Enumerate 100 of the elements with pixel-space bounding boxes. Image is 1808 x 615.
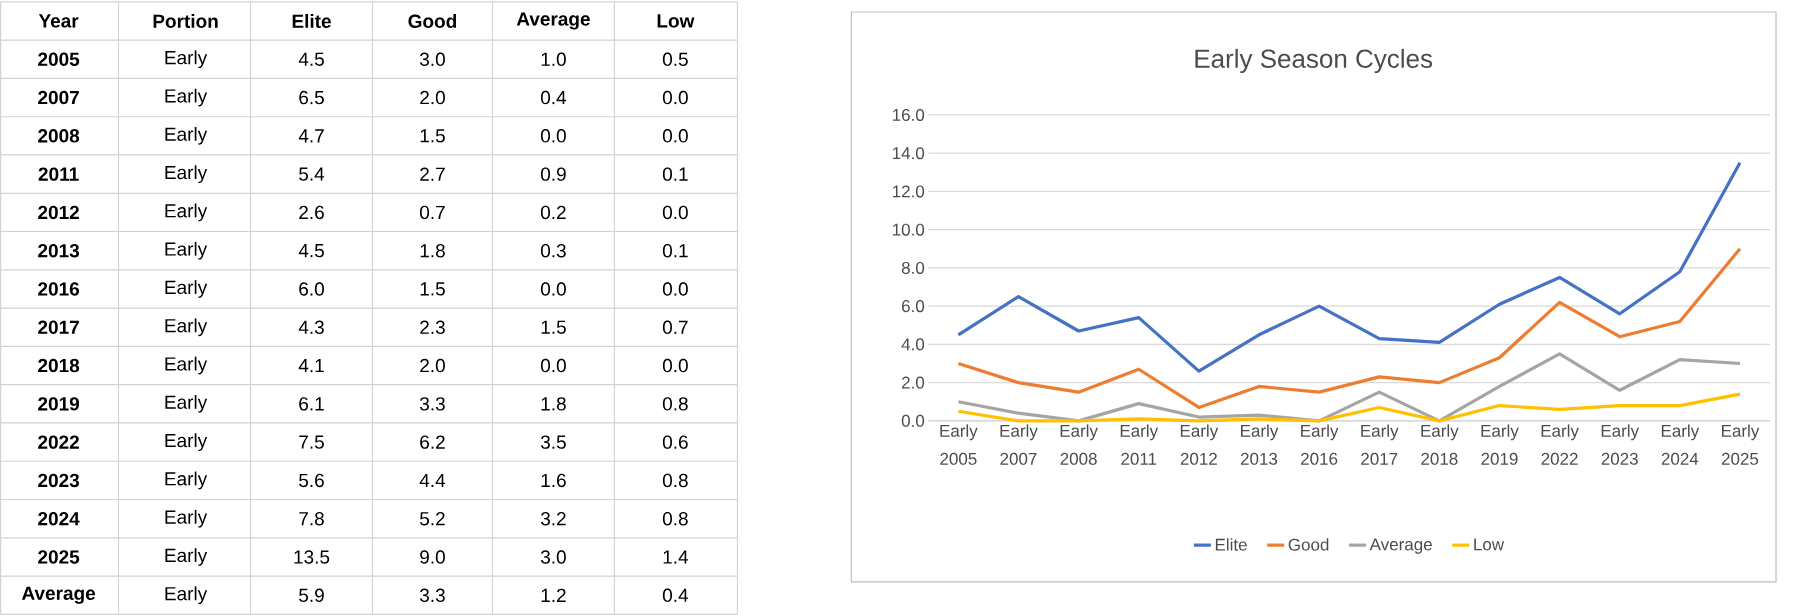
text: 0.4 <box>540 90 567 105</box>
text: 1.8 <box>541 397 566 411</box>
x-tick-label: 2022 <box>1541 452 1578 465</box>
text: 4.4 <box>419 473 446 487</box>
y-tick-label: 2.0 <box>902 376 925 389</box>
text: Early <box>1180 424 1219 441</box>
x-tick-label: 2023 <box>1601 452 1638 465</box>
text: 0.0 <box>662 90 688 105</box>
category-label: 2005 <box>38 52 80 66</box>
text: 0.0 <box>662 129 688 143</box>
text: Early <box>165 395 208 413</box>
x-tick-label: 2017 <box>1361 452 1398 465</box>
y-tick-label: 10.0 <box>893 223 925 236</box>
text: Early <box>1661 424 1700 441</box>
text: 6.1 <box>299 397 324 411</box>
category-label: 2023 <box>38 473 80 488</box>
text: 4.5 <box>298 244 324 258</box>
x-tick-label: 2013 <box>1240 452 1278 465</box>
text: 1.5 <box>420 129 445 143</box>
text: 5.6 <box>299 473 324 488</box>
text: 1.5 <box>420 282 445 296</box>
text: 6.0 <box>299 282 324 296</box>
category-label: 2016 <box>38 282 80 296</box>
x-tick-label: 2008 <box>1060 452 1097 465</box>
text: 7.8 <box>299 511 324 526</box>
x-tick-label: 2011 <box>1121 452 1157 465</box>
text: Early <box>165 471 208 490</box>
text: 1.0 <box>541 52 566 66</box>
text: 4.5 <box>298 52 324 66</box>
text: 0.0 <box>662 282 688 296</box>
chart-title: Early Season Cycles <box>1195 48 1433 74</box>
x-tick-label: 2007 <box>1000 452 1037 465</box>
y-tick-label: 4.0 <box>901 338 925 351</box>
text: Early <box>165 241 208 260</box>
text: 2.0 <box>420 90 445 105</box>
text: 7.5 <box>299 435 324 449</box>
text: Early <box>940 424 978 441</box>
text: 0.8 <box>662 473 688 488</box>
category-label: 2022 <box>38 435 79 449</box>
text: 0.6 <box>662 435 688 449</box>
x-tick-label: 2019 <box>1481 452 1518 465</box>
text: 0.5 <box>662 52 688 66</box>
text: Early <box>165 356 208 375</box>
text: Portion <box>153 14 218 28</box>
text: Early <box>165 433 208 451</box>
text: 3.2 <box>540 511 566 526</box>
text: 5.9 <box>299 588 324 603</box>
text: Average <box>516 12 590 30</box>
text: 1.4 <box>663 550 689 564</box>
text: 0.9 <box>540 167 566 181</box>
text: Elite <box>292 14 331 28</box>
line-series <box>956 161 1742 373</box>
text: 0.8 <box>662 511 688 526</box>
text: Early <box>165 88 208 107</box>
y-tick-label: 0.0 <box>901 414 925 427</box>
text: 5.2 <box>420 511 445 526</box>
text: Early <box>1481 424 1519 441</box>
text: Early <box>1722 424 1760 441</box>
x-tick-label: 2018 <box>1421 452 1458 465</box>
text: 0.0 <box>540 129 566 143</box>
text: 0.0 <box>540 358 566 373</box>
x-tick-label: 2016 <box>1301 452 1338 465</box>
category-label: 2017 <box>38 320 79 335</box>
legend-label: Average <box>1369 538 1432 554</box>
y-tick-label: 16.0 <box>893 108 925 121</box>
text: 0.7 <box>662 320 688 335</box>
text: Early <box>1601 424 1640 441</box>
text: Early <box>165 50 208 69</box>
category-label: 2007 <box>38 90 79 105</box>
text: 0.1 <box>662 167 688 181</box>
text: Early <box>165 203 208 222</box>
text: 1.5 <box>541 320 566 334</box>
text: 0.8 <box>662 397 688 411</box>
text: 6.2 <box>420 435 445 449</box>
text: Early <box>165 280 208 298</box>
category-label: 2019 <box>38 397 80 411</box>
text: Early <box>1000 424 1038 441</box>
text: 0.0 <box>662 358 688 373</box>
text: Early <box>1301 424 1339 441</box>
text: Early <box>1361 424 1399 441</box>
text: Early <box>165 165 208 183</box>
text: 0.3 <box>540 243 566 258</box>
text: 3.3 <box>419 588 445 603</box>
x-tick-label: 2012 <box>1180 452 1217 465</box>
text: Average <box>21 586 96 604</box>
text: Year <box>38 14 79 28</box>
text: 6.5 <box>299 90 324 105</box>
text: 4.3 <box>298 320 324 335</box>
text: 3.5 <box>540 435 566 449</box>
x-tick-label: 2025 <box>1721 452 1759 465</box>
text: 2.0 <box>420 358 445 373</box>
y-tick-label: 8.0 <box>901 261 925 274</box>
legend-label: Good <box>1288 538 1329 551</box>
text: 0.0 <box>540 282 566 296</box>
text: 2.7 <box>420 167 445 181</box>
text: Low <box>657 14 695 28</box>
text: 4.1 <box>298 359 324 373</box>
y-tick-label: 6.0 <box>902 300 925 313</box>
text: 5.4 <box>299 167 325 181</box>
text: Early <box>1120 424 1159 441</box>
